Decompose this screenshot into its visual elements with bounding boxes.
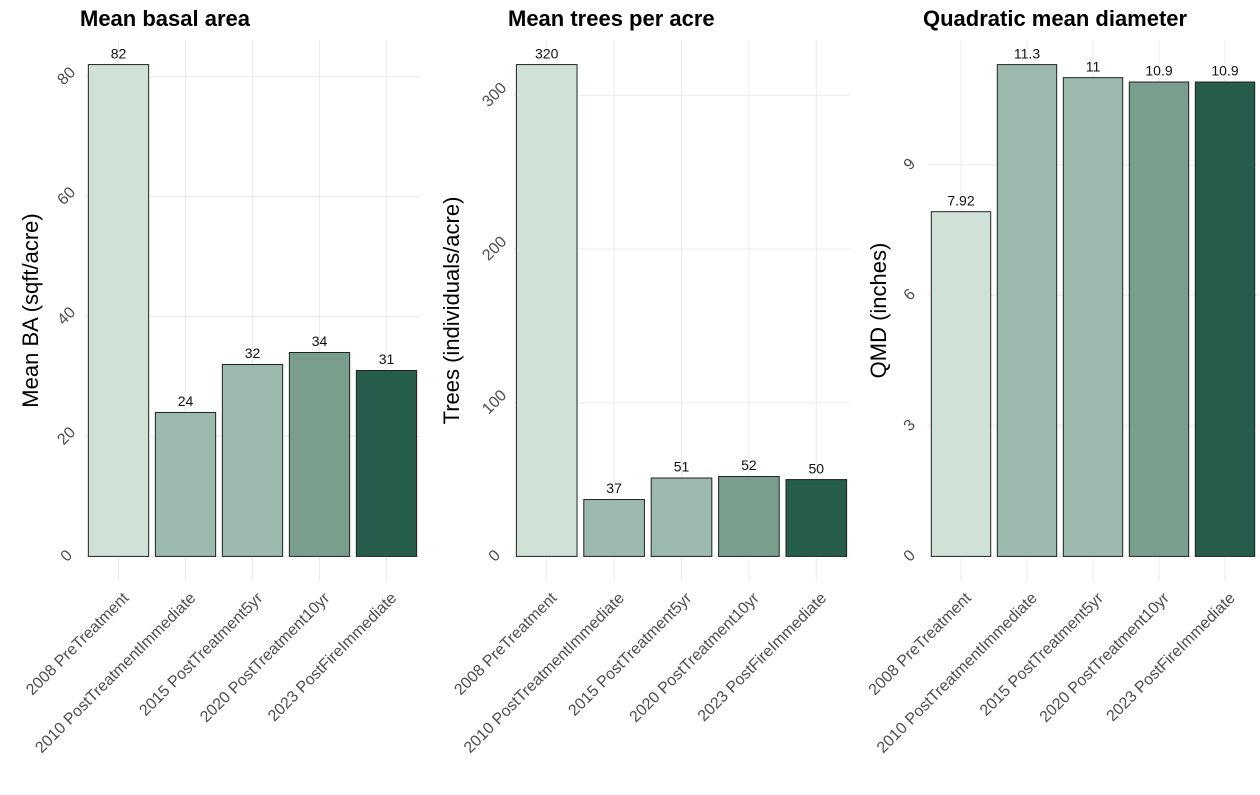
y-tick-label: 9	[901, 155, 919, 173]
value-label: 10.9	[1145, 63, 1172, 79]
y-tick-label: 3	[901, 416, 919, 434]
chart-title: Mean trees per acre	[508, 6, 715, 31]
y-tick-label: 300	[479, 80, 510, 111]
y-tick-label: 100	[479, 387, 510, 418]
value-label: 37	[606, 480, 622, 496]
value-label: 320	[535, 45, 559, 61]
bar	[718, 475, 780, 557]
x-tick-label: 2015 PostTreatment5yr	[565, 589, 695, 719]
x-tick-label: 2015 PostTreatment5yr	[136, 589, 266, 719]
x-tick-label: 2023 PostFireImmediate	[265, 590, 400, 725]
bar	[583, 499, 645, 557]
y-axis-title: QMD (inches)	[866, 243, 891, 379]
value-label: 11	[1086, 58, 1101, 74]
x-tick-label: 2015 PostTreatment5yr	[977, 589, 1107, 719]
bar	[154, 411, 217, 557]
value-label: 7.92	[947, 192, 974, 208]
y-axis-title: Mean BA (sqft/acre)	[18, 213, 43, 407]
chart-title: Mean basal area	[80, 6, 251, 31]
x-tick-label: 2020 PostTreatment10yr	[1037, 589, 1174, 726]
value-label: 31	[379, 351, 395, 367]
y-tick-label: 0	[58, 547, 76, 565]
bar	[288, 351, 351, 557]
y-tick-label: 80	[54, 64, 79, 89]
bar	[87, 64, 150, 557]
y-tick-label: 60	[54, 184, 79, 209]
bar	[1128, 81, 1190, 557]
value-label: 32	[245, 345, 261, 361]
value-label: 82	[111, 45, 127, 61]
y-tick-label: 0	[901, 547, 919, 565]
bar	[1194, 81, 1256, 557]
value-label: 34	[312, 333, 328, 349]
value-label: 52	[741, 457, 757, 473]
x-tick-label: 2023 PostFireImmediate	[695, 590, 830, 725]
bar	[930, 211, 992, 557]
bar	[785, 479, 848, 557]
chart-title: Quadratic mean diameter	[923, 6, 1188, 31]
value-label: 10.9	[1211, 63, 1238, 79]
value-label: 24	[178, 393, 194, 409]
x-tick-label: 2020 PostTreatment10yr	[627, 589, 764, 726]
y-tick-label: 6	[901, 286, 919, 304]
y-tick-label: 0	[486, 547, 504, 565]
y-tick-label: 200	[479, 233, 510, 264]
y-tick-label: 40	[54, 304, 79, 329]
x-tick-label: 2023 PostFireImmediate	[1104, 590, 1239, 725]
bar	[996, 64, 1058, 557]
bar	[355, 369, 418, 557]
x-tick-label: 2020 PostTreatment10yr	[197, 589, 334, 726]
bar	[1062, 77, 1124, 557]
y-axis-title: Trees (individuals/acre)	[439, 197, 464, 425]
value-label: 11.3	[1014, 45, 1040, 61]
value-label: 51	[674, 459, 690, 475]
bar	[221, 363, 284, 557]
bar	[515, 64, 578, 557]
y-tick-label: 20	[54, 424, 79, 449]
value-label: 50	[809, 460, 825, 476]
bar	[650, 477, 713, 557]
